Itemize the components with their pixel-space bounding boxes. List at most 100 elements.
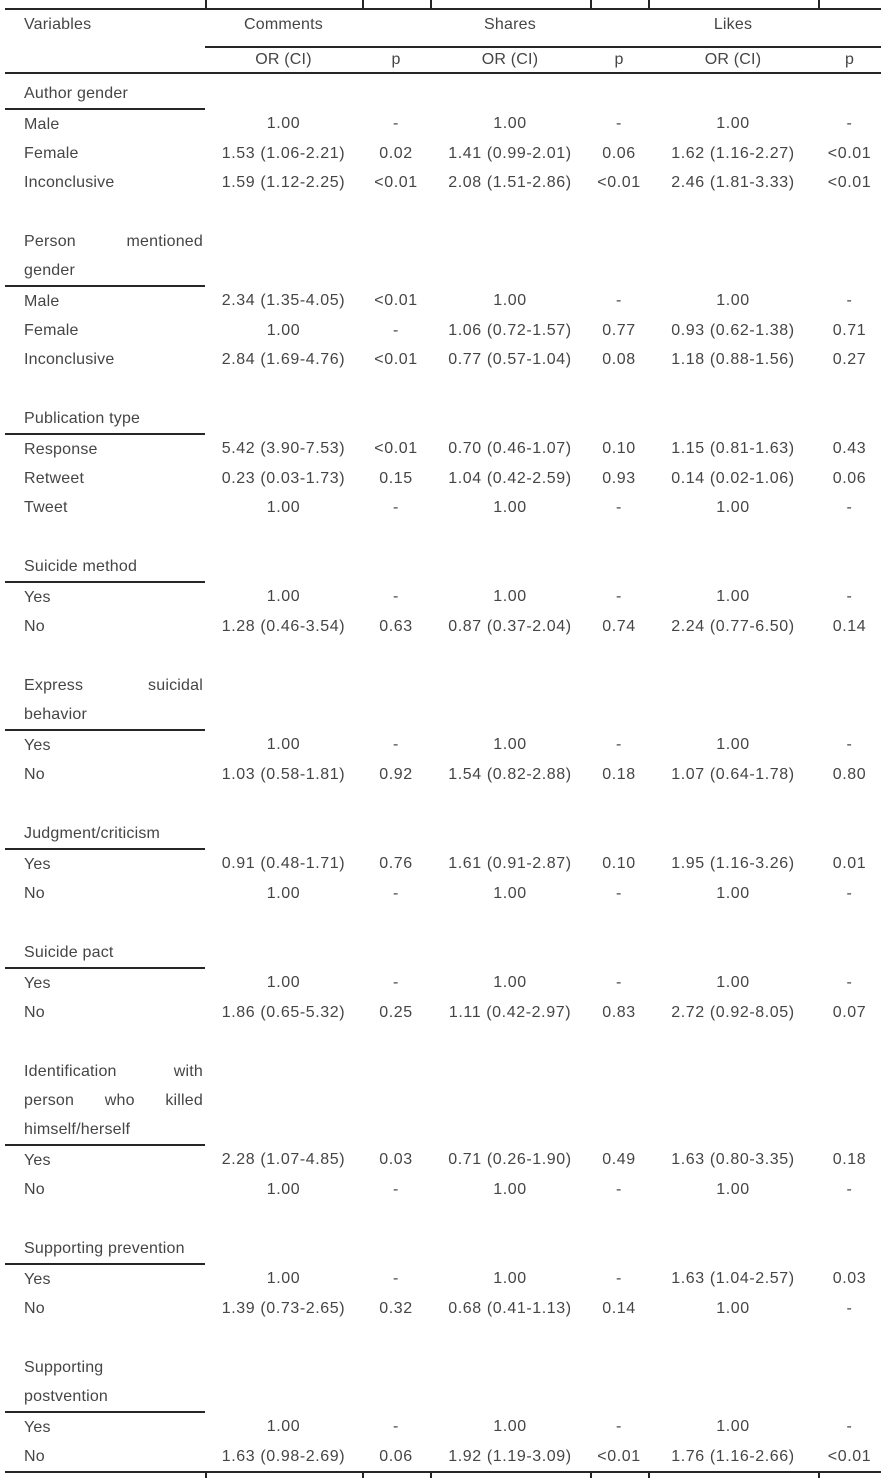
or-ci-value: 1.00 xyxy=(493,1418,527,1435)
subheader-row: OR (CI) p OR (CI) p OR (CI) p xyxy=(5,47,881,74)
row-label: Yes xyxy=(24,855,51,873)
section-header-spacer xyxy=(205,222,881,286)
section-gap xyxy=(5,1323,881,1348)
table-row: No 1.00 - 1.00 - 1.00 - xyxy=(5,879,881,908)
table-row: Female 1.53 (1.06-2.21) 0.02 1.41 (0.99-2.0… xyxy=(5,139,881,168)
p-value: 0.49 xyxy=(602,1151,636,1168)
p-value: - xyxy=(616,292,622,309)
p-value: <0.01 xyxy=(827,173,872,191)
section-label: Express suicidal behavior xyxy=(5,666,205,731)
or-ci-value: 2.46 (1.81-3.33) xyxy=(671,173,795,191)
section-header-row: Identification with person who killed himself… xyxy=(5,1052,881,1146)
section-header-spacer xyxy=(205,933,881,968)
table-bottom-border-ticks xyxy=(0,1473,891,1478)
section-header-row: Person mentioned gender xyxy=(5,222,881,287)
or-ci-value: 1.00 xyxy=(266,736,301,753)
table-row: No 1.63 (0.98-2.69) 0.06 1.92 (1.19-3.09) <0… xyxy=(5,1442,881,1472)
p-value: - xyxy=(393,1270,399,1287)
p-value: 0.25 xyxy=(379,1003,413,1021)
p-value: - xyxy=(393,974,399,991)
or-ci-value: 1.00 xyxy=(716,588,750,605)
or-ci-value: 1.00 xyxy=(493,498,527,516)
section-header-spacer xyxy=(205,547,881,582)
p-value: 0.03 xyxy=(379,1151,413,1168)
section-label-line: Express suicidal xyxy=(24,671,203,700)
or-ci-value: 1.00 xyxy=(716,1299,750,1317)
p-value: 0.76 xyxy=(379,855,413,872)
column-group-comments-spacer xyxy=(362,9,430,48)
section-gap xyxy=(5,1027,881,1052)
or-ci-value: 1.11 (0.42-2.97) xyxy=(448,1003,572,1021)
odds-ratio-table: Variables Comments Shares Likes OR (CI) … xyxy=(5,8,881,1473)
section-gap xyxy=(5,197,881,222)
or-ci-value: 1.00 xyxy=(716,498,750,516)
p-value: - xyxy=(616,1180,622,1198)
section-label: Suicide method xyxy=(5,547,205,583)
group-header-row: Variables Comments Shares Likes xyxy=(5,9,881,74)
section-label: Suicide pact xyxy=(5,933,205,969)
p-value: - xyxy=(393,884,399,902)
column-subheader-likes-or: OR (CI) xyxy=(648,47,818,74)
or-ci-value: 1.59 (1.12-2.25) xyxy=(221,173,346,191)
table-row: Yes 1.00 - 1.00 - 1.00 - xyxy=(5,968,881,998)
table-row: Response 5.42 (3.90-7.53) <0.01 0.70 (0.46-… xyxy=(5,434,881,464)
p-value: 0.08 xyxy=(602,350,636,368)
section-gap-cell xyxy=(5,789,881,814)
p-value: - xyxy=(846,1180,853,1198)
section-label-line: person who killed xyxy=(24,1086,203,1115)
section-header-row: Publication type xyxy=(5,399,881,435)
section-label-word: person xyxy=(24,1092,75,1109)
column-border-tick xyxy=(205,1473,207,1478)
or-ci-value: 1.00 xyxy=(266,498,301,516)
or-ci-value: 1.00 xyxy=(493,974,527,991)
table-row: Male 2.34 (1.35-4.05) <0.01 1.00 - 1.00 - xyxy=(5,286,881,316)
table-row: Retweet 0.23 (0.03-1.73) 0.15 1.04 (0.42-2.… xyxy=(5,464,881,493)
p-value: <0.01 xyxy=(374,173,418,191)
section-gap-cell xyxy=(5,374,881,399)
section-gap xyxy=(5,908,881,933)
table-row: Inconclusive 1.59 (1.12-2.25) <0.01 2.08 (1… xyxy=(5,168,881,197)
p-value: <0.01 xyxy=(374,440,418,457)
column-border-tick xyxy=(648,0,650,8)
section-label-line: Author gender xyxy=(24,85,129,102)
section-label-line: postvention xyxy=(24,1388,109,1405)
column-border-tick xyxy=(648,1473,650,1478)
section-label: Publication type xyxy=(5,399,205,435)
or-ci-value: 5.42 (3.90-7.53) xyxy=(221,440,346,457)
section-label-word: suicidal xyxy=(148,677,203,694)
column-subheader-likes-p: p xyxy=(818,47,881,74)
or-ci-value: 1.00 xyxy=(266,974,301,991)
or-ci-value: 0.91 (0.48-1.71) xyxy=(221,855,346,872)
table-row: Yes 0.91 (0.48-1.71) 0.76 1.61 (0.91-2.87) 0… xyxy=(5,849,881,879)
row-label: No xyxy=(24,884,45,902)
p-value: - xyxy=(616,736,622,753)
or-ci-value: 1.00 xyxy=(493,736,527,753)
section-label-word: Person xyxy=(24,233,76,250)
or-ci-value: 1.28 (0.46-3.54) xyxy=(221,617,346,635)
or-ci-value: 1.92 (1.19-3.09) xyxy=(448,1447,572,1465)
section-gap xyxy=(5,641,881,666)
or-ci-value: 1.63 (0.80-3.35) xyxy=(671,1151,795,1168)
p-value: - xyxy=(616,884,622,902)
p-value: 0.14 xyxy=(832,617,867,635)
or-ci-value: 1.00 xyxy=(493,1180,527,1198)
table-row: Yes 2.28 (1.07-4.85) 0.03 0.71 (0.26-1.90) 0… xyxy=(5,1145,881,1175)
p-value: - xyxy=(616,1270,622,1287)
section-label-line: behavior xyxy=(24,706,87,723)
p-value: 0.15 xyxy=(379,469,413,487)
p-value: - xyxy=(616,588,622,605)
p-value: 0.71 xyxy=(832,321,867,339)
column-border-tick xyxy=(430,0,432,8)
section-label-word: Identification xyxy=(24,1063,117,1080)
section-gap-cell xyxy=(5,1204,881,1229)
row-label: Yes xyxy=(24,736,51,754)
section-label-word: Express xyxy=(24,677,84,694)
p-value: 0.92 xyxy=(379,765,413,783)
column-group-shares: Shares xyxy=(430,9,590,48)
or-ci-value: 0.87 (0.37-2.04) xyxy=(448,617,572,635)
section-header-row: Author gender xyxy=(5,73,881,110)
table-row: Tweet 1.00 - 1.00 - 1.00 - xyxy=(5,493,881,522)
or-ci-value: 1.00 xyxy=(493,1270,527,1287)
p-value: - xyxy=(393,1180,399,1198)
